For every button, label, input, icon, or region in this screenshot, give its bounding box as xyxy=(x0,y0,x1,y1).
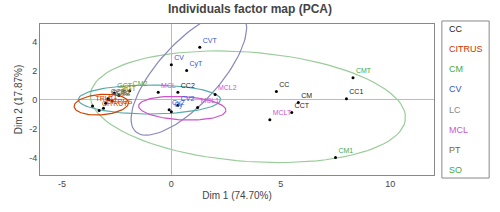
svg-text:CM2: CM2 xyxy=(133,80,148,87)
svg-text:CC1: CC1 xyxy=(349,88,363,95)
svg-text:Cy: Cy xyxy=(174,101,183,109)
svg-text:SGT: SGT xyxy=(122,85,137,92)
svg-text:LC: LC xyxy=(449,105,461,115)
svg-text:MCL1: MCL1 xyxy=(200,97,219,104)
svg-text:CM: CM xyxy=(449,64,463,74)
svg-text:10: 10 xyxy=(385,179,395,189)
svg-text:P1: P1 xyxy=(109,93,118,100)
svg-text:PT: PT xyxy=(449,145,461,155)
svg-text:-4: -4 xyxy=(29,153,37,163)
svg-text:CCB: CCB xyxy=(111,88,126,95)
svg-text:CITRUS: CITRUS xyxy=(449,44,483,54)
svg-text:4: 4 xyxy=(32,37,37,47)
svg-text:CITRUT: CITRUT xyxy=(102,100,128,107)
svg-text:5: 5 xyxy=(278,179,283,189)
svg-text:CM: CM xyxy=(301,92,312,99)
svg-text:CC: CC xyxy=(449,24,462,34)
svg-text:CV: CV xyxy=(449,84,462,94)
svg-text:0: 0 xyxy=(169,179,174,189)
svg-text:CC: CC xyxy=(279,81,289,88)
svg-text:TRU1: TRU1 xyxy=(95,95,113,102)
svg-text:CC2: CC2 xyxy=(181,82,195,89)
svg-text:CV: CV xyxy=(174,54,184,61)
svg-text:CM1: CM1 xyxy=(338,147,353,154)
svg-text:CCT: CCT xyxy=(295,102,310,109)
svg-text:Dim 2 (17.87%): Dim 2 (17.87%) xyxy=(13,65,24,134)
svg-text:CCB2: CCB2 xyxy=(112,89,131,96)
svg-text:CMT: CMT xyxy=(356,67,372,74)
svg-text:CITRUS: CITRUS xyxy=(106,98,132,105)
svg-text:-2: -2 xyxy=(29,124,37,134)
svg-text:CyT: CyT xyxy=(190,60,204,68)
svg-text:-5: -5 xyxy=(58,179,66,189)
svg-text:MCL2: MCL2 xyxy=(218,84,237,91)
svg-text:MCL: MCL xyxy=(161,82,176,89)
svg-text:MCL: MCL xyxy=(449,125,468,135)
svg-text:Dim 1 (74.70%): Dim 1 (74.70%) xyxy=(202,190,271,201)
svg-text:GCB: GCB xyxy=(115,90,131,97)
svg-text:Cy2: Cy2 xyxy=(172,99,185,107)
svg-text:SO: SO xyxy=(449,165,462,175)
svg-text:Individuals factor map (PCA): Individuals factor map (PCA) xyxy=(168,2,332,16)
svg-text:CV2: CV2 xyxy=(181,95,195,102)
svg-text:0: 0 xyxy=(32,95,37,105)
svg-text:2: 2 xyxy=(32,66,37,76)
svg-text:CVT: CVT xyxy=(203,37,218,44)
svg-text:MCLT: MCLT xyxy=(273,109,292,116)
svg-text:GCT: GCT xyxy=(117,82,133,89)
